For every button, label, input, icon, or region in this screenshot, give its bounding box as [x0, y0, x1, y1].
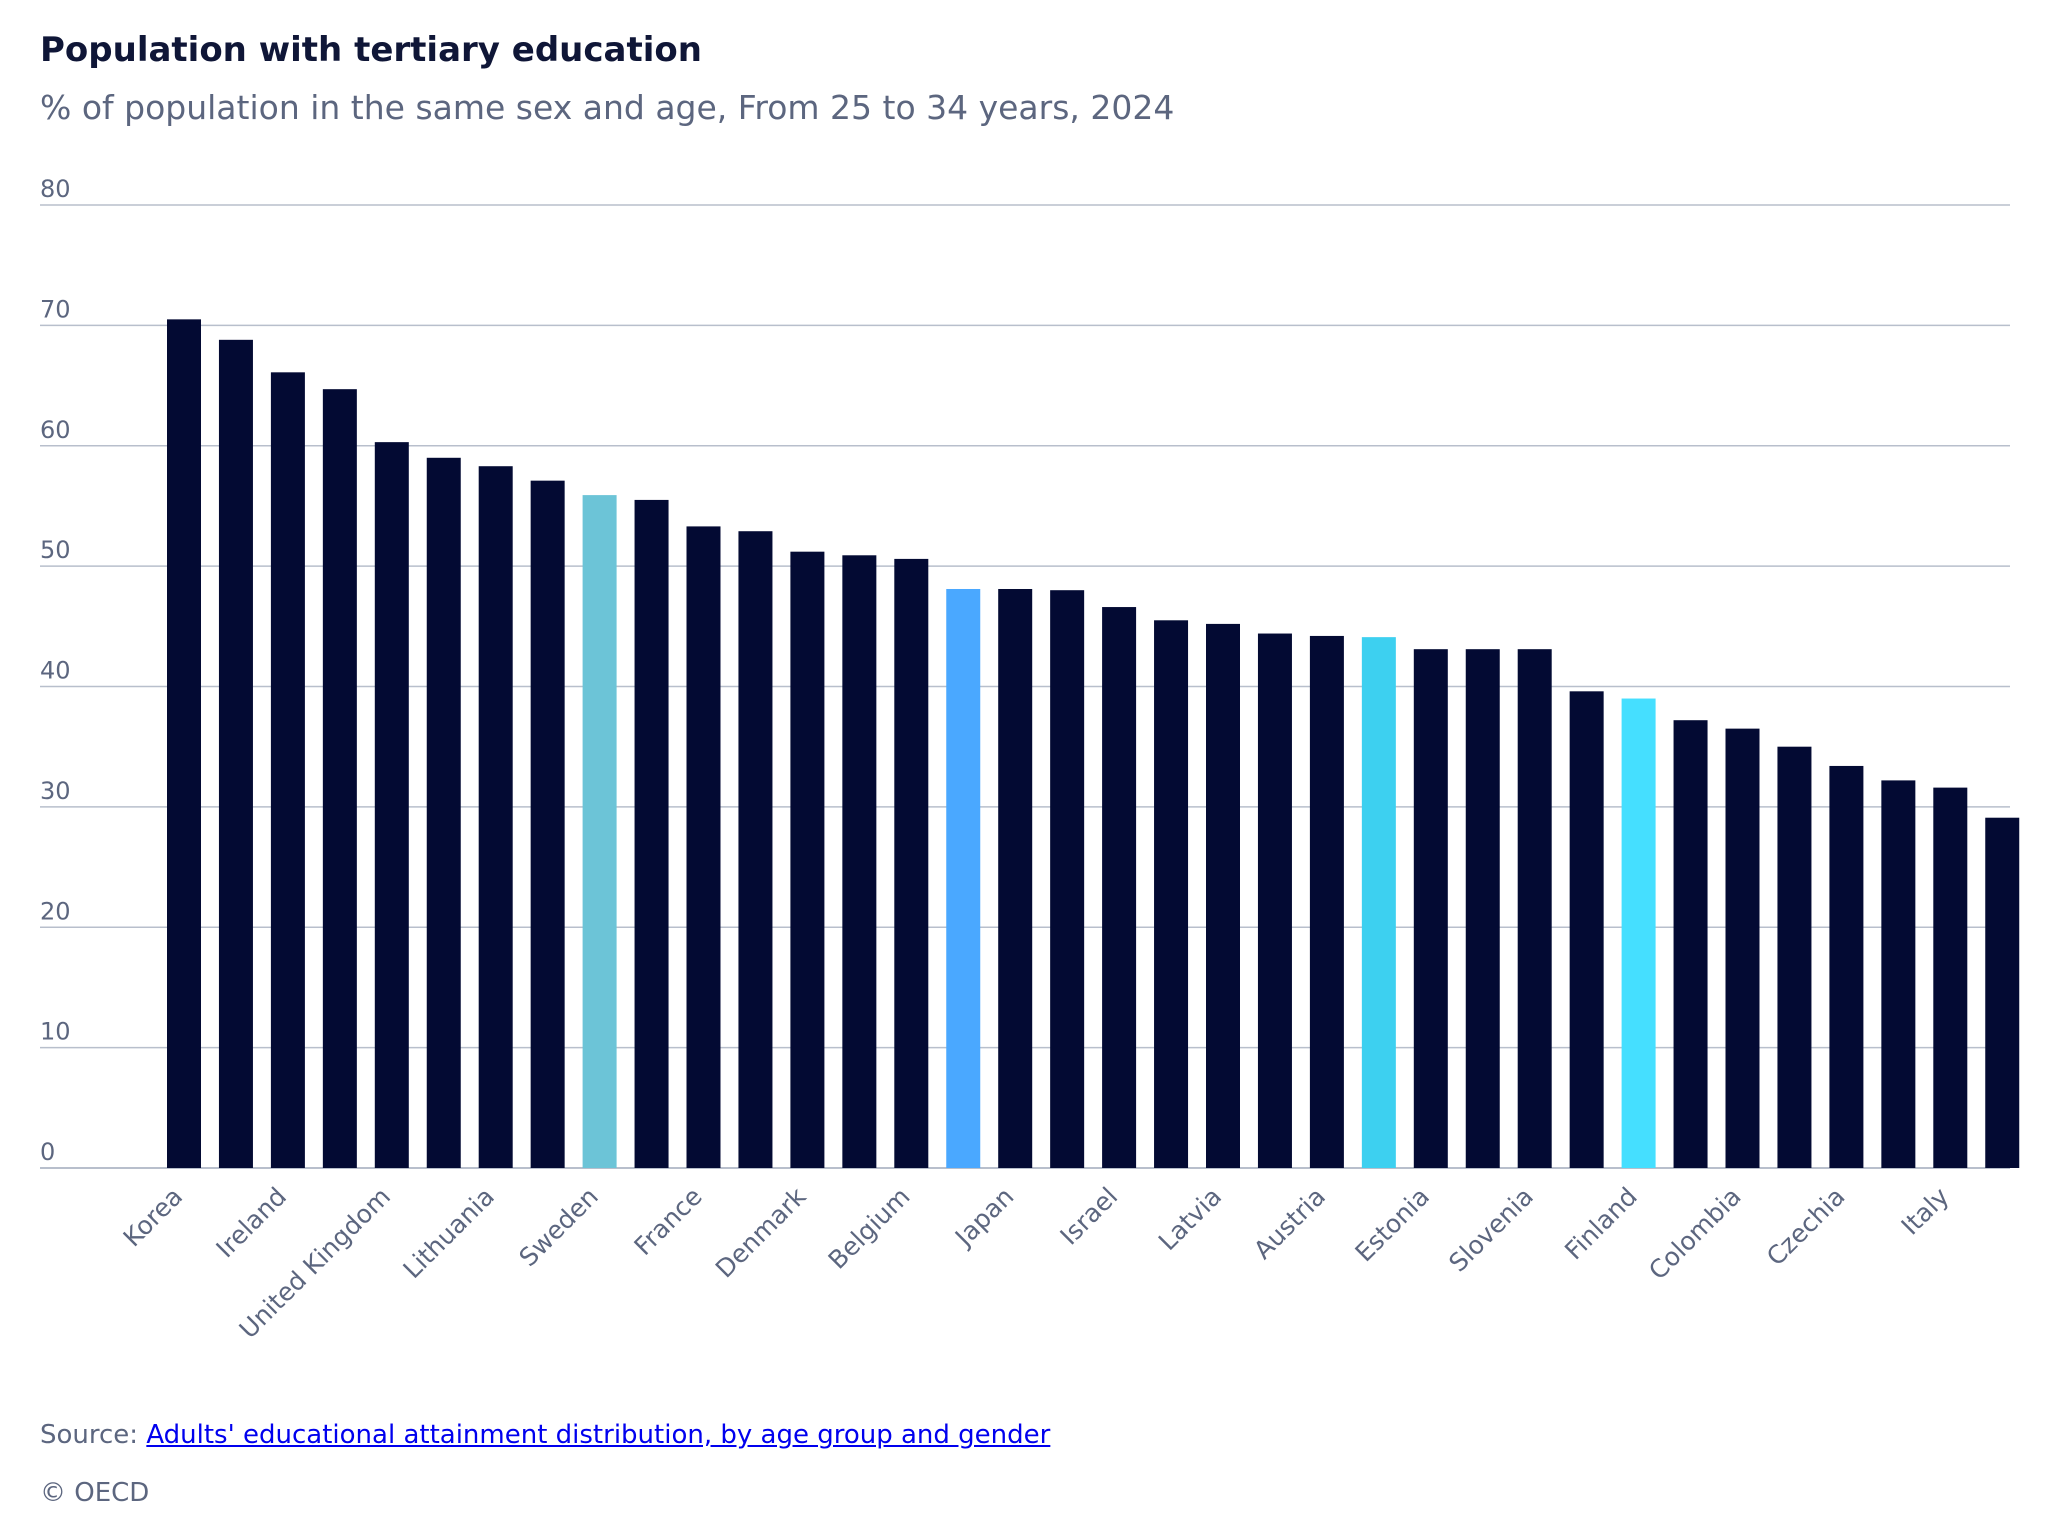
bar: [790, 551, 825, 1168]
bar: [1881, 780, 1916, 1168]
bar: [1933, 787, 1968, 1168]
bar: [167, 319, 201, 1168]
source-link[interactable]: Adults' educational attainment distribut…: [146, 1420, 1051, 1450]
bar: [738, 531, 773, 1168]
bar: [1725, 728, 1760, 1168]
x-tick-label: Latvia: [1153, 1182, 1227, 1256]
y-tick-label: 40: [40, 657, 71, 685]
bar: [1361, 637, 1396, 1168]
y-tick-label: 80: [40, 175, 71, 203]
y-tick-label: 10: [40, 1018, 71, 1046]
bar: [322, 389, 357, 1169]
chart-subtitle: % of population in the same sex and age,…: [40, 88, 1175, 127]
bar: [218, 339, 253, 1168]
bar: [842, 555, 877, 1168]
x-tick-label: Czechia: [1761, 1182, 1851, 1272]
x-tick-label: Sweden: [513, 1182, 603, 1272]
bar: [1673, 720, 1708, 1168]
bar: [1465, 649, 1500, 1168]
bar: [1985, 817, 2020, 1168]
bar: [1154, 620, 1189, 1168]
bar: [530, 480, 565, 1168]
bar: [582, 495, 617, 1168]
y-tick-label: 20: [40, 897, 71, 925]
x-tick-label: Korea: [118, 1182, 189, 1253]
bar: [634, 499, 669, 1168]
bar: [1102, 607, 1137, 1168]
bar: [1413, 649, 1448, 1168]
bar: [478, 466, 513, 1168]
bar: [1050, 590, 1085, 1168]
bar: [686, 526, 721, 1168]
bar: [1206, 623, 1240, 1168]
source-line: Source: Adults' educational attainment d…: [40, 1420, 1050, 1450]
x-tick-label: France: [628, 1182, 707, 1261]
bar: [374, 442, 409, 1168]
y-tick-label: 30: [40, 777, 71, 805]
y-tick-label: 50: [40, 536, 71, 564]
bar: [1829, 765, 1864, 1168]
x-tick-label: Slovenia: [1443, 1182, 1539, 1278]
bar: [1569, 691, 1604, 1168]
x-tick-label: Austria: [1248, 1182, 1331, 1265]
x-tick-label: Israel: [1055, 1182, 1124, 1251]
x-tick-label: Colombia: [1643, 1182, 1747, 1286]
bar: [1517, 649, 1552, 1168]
bar: [1309, 635, 1344, 1168]
x-tick-label: Estonia: [1349, 1182, 1435, 1268]
bar: [1621, 698, 1656, 1168]
copyright: © OECD: [40, 1478, 150, 1508]
bar: [270, 372, 305, 1168]
y-tick-label: 0: [40, 1138, 55, 1166]
bar: [426, 457, 461, 1169]
bar: [998, 588, 1033, 1168]
y-tick-label: 70: [40, 295, 71, 323]
bar: [1257, 633, 1292, 1168]
bar: [946, 588, 981, 1168]
source-label: Source:: [40, 1420, 147, 1450]
x-tick-label: Belgium: [823, 1182, 916, 1275]
x-tick-label: Japan: [948, 1182, 1019, 1253]
x-tick-label: Denmark: [710, 1181, 812, 1283]
x-tick-label: Finland: [1559, 1182, 1643, 1266]
bar: [1777, 746, 1812, 1168]
y-tick-label: 60: [40, 416, 71, 444]
bar: [894, 558, 929, 1168]
chart-title: Population with tertiary education: [40, 30, 702, 70]
x-tick-label: Ireland: [210, 1182, 292, 1264]
x-tick-label: Italy: [1896, 1182, 1955, 1241]
x-tick-label: Lithuania: [398, 1182, 500, 1284]
